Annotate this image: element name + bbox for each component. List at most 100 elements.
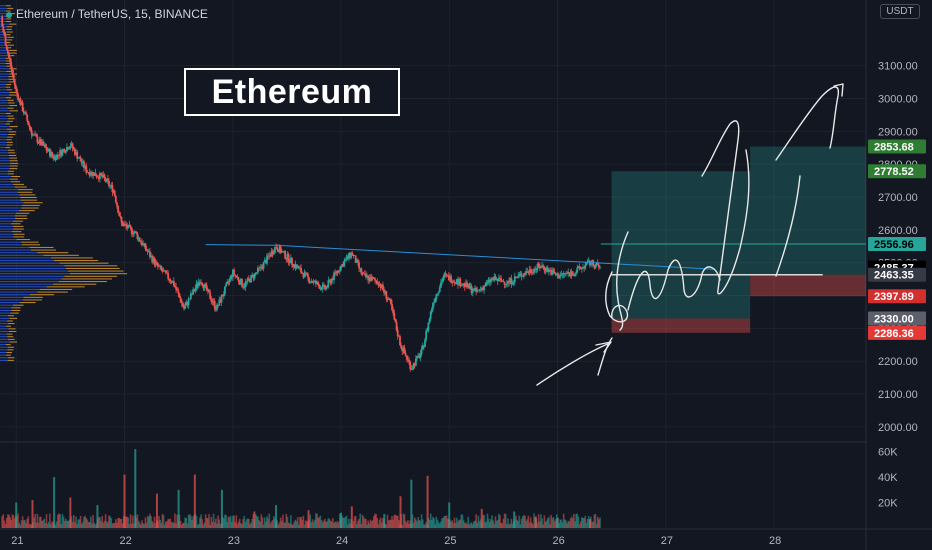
candle-body xyxy=(66,147,68,152)
volume-bar xyxy=(325,521,327,528)
freehand-drawing-4[interactable] xyxy=(701,120,750,295)
freehand-drawing-8[interactable] xyxy=(536,342,611,386)
volume-bar xyxy=(136,514,139,528)
profile-bar-sell xyxy=(6,325,12,327)
symbol-title: Ethereum / TetherUS, 15, BINANCE xyxy=(6,7,208,21)
freehand-drawing-7[interactable] xyxy=(775,175,801,277)
volume-bar xyxy=(527,515,530,528)
profile-bar-sell xyxy=(7,149,15,151)
profile-bar-buy xyxy=(0,131,9,133)
candle-body xyxy=(555,273,558,275)
candle-body xyxy=(502,281,505,282)
profit-zone-2[interactable] xyxy=(750,146,866,275)
freehand-drawing-1[interactable] xyxy=(616,231,629,331)
volume-bar xyxy=(180,524,183,528)
volume-bar xyxy=(299,517,301,528)
volume-bar xyxy=(274,518,276,528)
candle-body xyxy=(150,255,152,257)
profile-bar-buy xyxy=(0,223,12,225)
candle-body xyxy=(559,275,562,278)
volume-bar xyxy=(25,522,27,528)
candle-body xyxy=(211,301,214,303)
candle-body xyxy=(164,270,167,273)
volume-bar xyxy=(33,517,35,528)
candle-body xyxy=(197,282,200,286)
trendline[interactable] xyxy=(276,244,715,270)
volume-bar xyxy=(218,519,221,528)
volume-bar xyxy=(507,518,509,528)
profile-bar-sell xyxy=(13,183,24,185)
volume-bar xyxy=(296,517,299,528)
volume-bar xyxy=(71,521,74,528)
candle-body xyxy=(557,273,559,279)
candle-body xyxy=(263,260,266,263)
candle-body xyxy=(401,347,404,352)
candle-body xyxy=(196,283,199,286)
volume-bar xyxy=(468,524,471,528)
freehand-drawing-5[interactable] xyxy=(775,86,840,161)
profile-bar-buy xyxy=(0,231,12,233)
candle-body xyxy=(133,232,135,235)
profile-bar-buy xyxy=(0,317,10,319)
candle-body xyxy=(128,224,131,226)
profile-bar-sell xyxy=(6,70,12,72)
loss-zone-1[interactable] xyxy=(611,318,751,333)
profile-bar-sell xyxy=(64,275,118,277)
candle-body xyxy=(245,281,248,283)
profile-bar-buy xyxy=(0,197,21,199)
volume-bar xyxy=(261,517,264,528)
loss-zone-2[interactable] xyxy=(750,274,866,297)
candle-body xyxy=(305,272,308,275)
volume-bar xyxy=(451,520,454,528)
candle-body xyxy=(126,226,129,229)
profile-bar-buy xyxy=(0,126,10,128)
freehand-drawing-10[interactable] xyxy=(597,337,613,376)
profile-bar-sell xyxy=(9,68,17,70)
volume-bar xyxy=(301,519,304,528)
candle-body xyxy=(574,273,576,276)
candle-body xyxy=(53,156,56,159)
profile-bar-sell xyxy=(5,123,11,125)
volume-bar xyxy=(42,520,44,528)
profile-bar-buy xyxy=(0,173,8,175)
candle-body xyxy=(388,298,391,300)
candle-body xyxy=(532,272,534,274)
volume-spike xyxy=(534,516,537,528)
candle-body xyxy=(91,171,93,175)
trendline-start[interactable] xyxy=(205,244,277,246)
profile-bar-sell xyxy=(5,34,11,36)
freehand-drawing-6[interactable] xyxy=(833,83,844,97)
volume-bar xyxy=(255,515,258,528)
volume-bar xyxy=(370,521,373,528)
volume-bar xyxy=(324,518,326,528)
freehand-drawing-2[interactable] xyxy=(605,271,629,323)
profile-bar-sell xyxy=(9,165,18,167)
volume-bar xyxy=(78,519,81,528)
volume-bar xyxy=(311,519,314,528)
volume-bar xyxy=(365,518,367,528)
profile-bar-buy xyxy=(0,291,38,293)
volume-bar xyxy=(144,517,147,528)
volume-spike xyxy=(134,449,137,528)
volume-bar xyxy=(11,514,14,528)
volume-bar xyxy=(453,517,456,528)
candle-body xyxy=(221,295,224,297)
currency-button[interactable]: USDT xyxy=(880,4,920,19)
candle-body xyxy=(363,273,366,275)
candle-body xyxy=(436,293,439,295)
volume-bar xyxy=(76,524,78,528)
freehand-drawing-3[interactable] xyxy=(627,259,721,311)
candle-body xyxy=(405,355,408,360)
candle-body xyxy=(441,281,443,283)
volume-bar xyxy=(567,520,570,528)
volume-bar xyxy=(5,517,8,528)
status-dot xyxy=(6,11,12,18)
candle-body xyxy=(360,268,363,274)
candle-body xyxy=(114,195,117,203)
volume-bar xyxy=(354,515,357,528)
volume-bar xyxy=(216,523,218,528)
profit-zone-1[interactable] xyxy=(611,171,751,319)
candle-body xyxy=(491,278,493,280)
volume-bar xyxy=(352,520,355,528)
